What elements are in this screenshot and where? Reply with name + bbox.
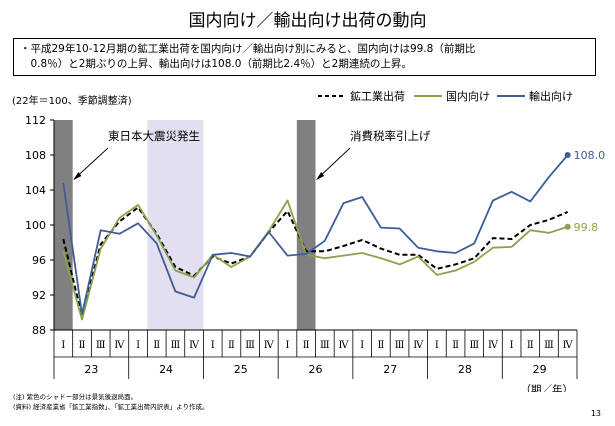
footnotes: (注) 紫色のシャドー部分は景気後退局面。 (資料) 経済産業省「鉱工業指数」、… bbox=[13, 392, 209, 412]
quarter-label: Ⅲ bbox=[96, 340, 106, 351]
quarter-label: Ⅲ bbox=[245, 340, 255, 351]
quarter-label: Ⅳ bbox=[189, 340, 200, 351]
y-tick-label: 92 bbox=[32, 289, 46, 302]
quarter-label: Ⅳ bbox=[264, 340, 275, 351]
quarter-label: Ⅰ bbox=[136, 340, 140, 351]
quarter-label: Ⅲ bbox=[171, 340, 181, 351]
quarter-label: Ⅰ bbox=[510, 340, 514, 351]
quarter-label: Ⅳ bbox=[339, 340, 350, 351]
recession-shade bbox=[147, 120, 204, 330]
summary-line-2: 0.8％）と2期ぶりの上昇、輸出向けは108.0（前期比2.4％）と2期連続の上… bbox=[20, 58, 412, 70]
y-tick-label: 104 bbox=[25, 184, 46, 197]
year-label: 24 bbox=[159, 363, 173, 376]
annotation-arrowhead bbox=[73, 172, 82, 180]
total-shipments-line bbox=[62, 206, 569, 317]
quarter-label: Ⅳ bbox=[488, 340, 499, 351]
quarter-label: Ⅲ bbox=[320, 340, 330, 351]
quarter-label: Ⅱ bbox=[79, 340, 86, 351]
legend-label: 輸出向け bbox=[529, 89, 573, 103]
y-axis-unit: (22年＝100、季節調整済) bbox=[12, 94, 132, 107]
quarter-label: Ⅱ bbox=[527, 340, 534, 351]
quarter-label: Ⅱ bbox=[452, 340, 459, 351]
end-marker bbox=[564, 223, 571, 230]
y-tick-label: 100 bbox=[25, 219, 46, 232]
legend-label: 国内向け bbox=[446, 89, 490, 103]
footnote-shading: (注) 紫色のシャドー部分は景気後退局面。 bbox=[13, 393, 138, 401]
year-label: 28 bbox=[458, 363, 472, 376]
quarter-label: Ⅰ bbox=[211, 340, 215, 351]
quarter-label: Ⅳ bbox=[563, 340, 574, 351]
quarter-label: Ⅰ bbox=[360, 340, 364, 351]
summary-box: ・平成29年10-12月期の鉱工業出荷を国内向け／輸出向け別にみると、国内向けは… bbox=[13, 38, 596, 76]
end-value-label: 108.0 bbox=[574, 149, 606, 162]
domestic-line bbox=[62, 199, 568, 321]
quarter-label: Ⅱ bbox=[153, 340, 160, 351]
quarter-label: Ⅰ bbox=[435, 340, 439, 351]
quarter-label: Ⅰ bbox=[61, 340, 65, 351]
quarter-label: Ⅰ bbox=[286, 340, 290, 351]
event-shade bbox=[54, 120, 73, 330]
x-axis-unit: （期／年） bbox=[521, 383, 574, 392]
quarter-label: Ⅱ bbox=[228, 340, 235, 351]
end-marker bbox=[564, 152, 571, 158]
quarter-label: Ⅱ bbox=[377, 340, 384, 351]
annotation-arrow bbox=[317, 147, 351, 179]
footnote-source: (資料) 経済産業省「鉱工業指数」、「鉱工業出荷内訳表」より作成。 bbox=[13, 403, 209, 411]
quarter-label: Ⅲ bbox=[395, 340, 405, 351]
y-tick-label: 108 bbox=[25, 149, 46, 162]
page-number: 13 bbox=[590, 409, 601, 418]
year-label: 27 bbox=[383, 363, 397, 376]
quarter-label: Ⅲ bbox=[469, 340, 479, 351]
y-tick-label: 112 bbox=[25, 114, 46, 127]
quarter-label: Ⅱ bbox=[303, 340, 310, 351]
legend-label: 鉱工業出荷 bbox=[350, 89, 405, 103]
annotation-tax-hike: 消費税率引上げ bbox=[350, 129, 431, 143]
page-title: 国内向け／輸出向け出荷の動向 bbox=[188, 11, 427, 31]
annotation-arrow bbox=[75, 147, 109, 179]
y-tick-label: 88 bbox=[32, 324, 46, 337]
event-shade bbox=[296, 120, 316, 330]
quarter-label: Ⅳ bbox=[413, 340, 424, 351]
end-value-label: 99.8 bbox=[574, 221, 599, 234]
year-label: 23 bbox=[84, 363, 98, 376]
year-label: 25 bbox=[234, 363, 248, 376]
annotation-arrowhead bbox=[316, 172, 325, 180]
y-tick-label: 96 bbox=[32, 254, 46, 267]
quarter-label: Ⅳ bbox=[114, 340, 125, 351]
year-label: 29 bbox=[533, 363, 547, 376]
quarter-label: Ⅲ bbox=[544, 340, 554, 351]
export-line bbox=[62, 154, 569, 316]
year-label: 26 bbox=[309, 363, 323, 376]
annotation-earthquake: 東日本大震災発生 bbox=[108, 129, 200, 143]
summary-line-1: ・平成29年10-12月期の鉱工業出荷を国内向け／輸出向け別にみると、国内向けは… bbox=[20, 43, 476, 55]
